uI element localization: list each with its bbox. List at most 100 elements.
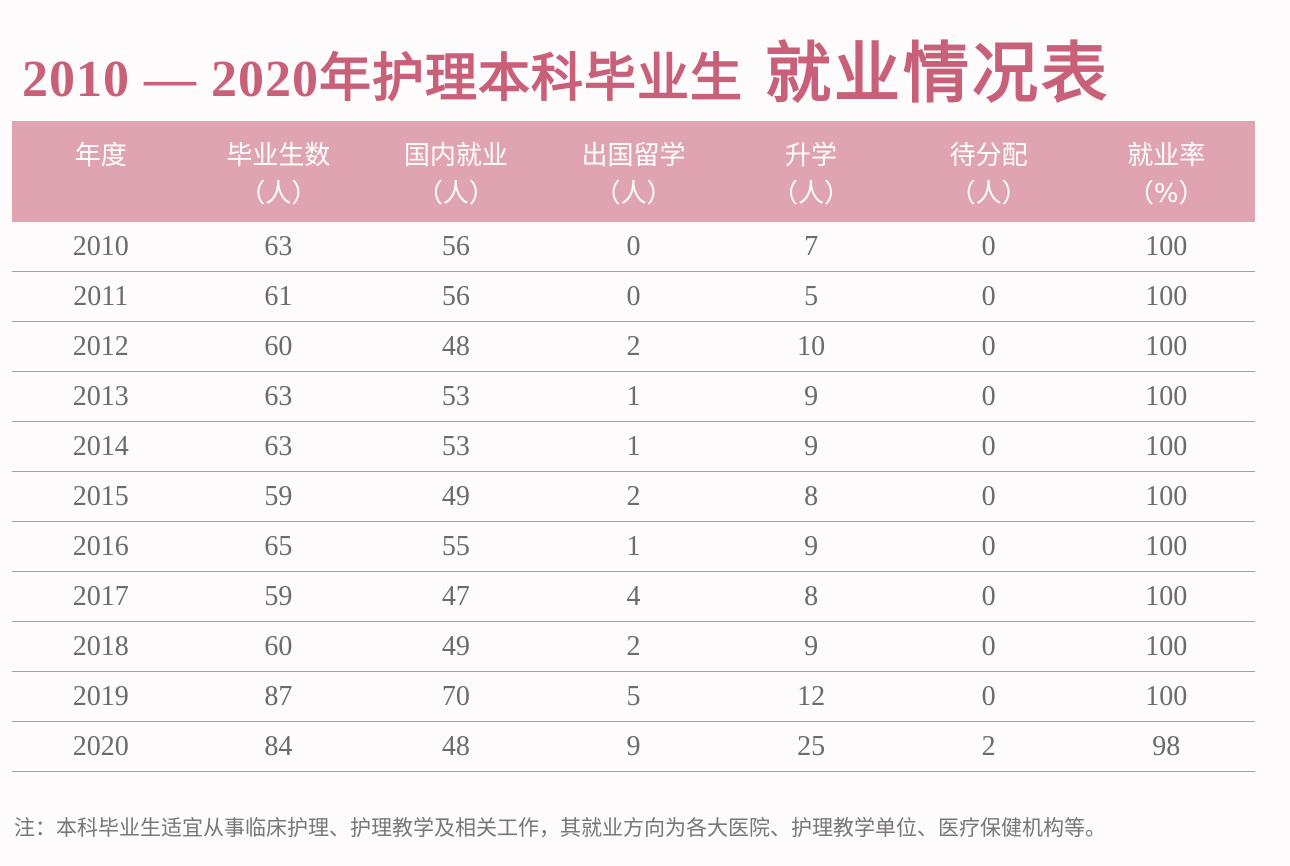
table-row: 2010 63 56 0 7 0 100 [12,222,1255,272]
column-header-label: 国内就业 [403,141,508,171]
table-header: 年度 毕业生数 （人） 国内就业 （人） 出国留学 （人） 升学 （人） 待分配… [12,121,1255,222]
table-cell: 1 [626,430,641,462]
table-cell: 8 [804,480,819,512]
table-cell: 84 [264,730,293,762]
table-row: 2020 84 48 9 25 2 98 [12,722,1255,772]
table-cell: 2020 [72,730,129,762]
table-cell: 2019 [72,680,129,712]
title-emphasis: 就业情况表 [765,38,1111,111]
table-row: 2018 60 49 2 9 0 100 [12,622,1255,672]
table-cell: 2 [626,480,641,512]
table-cell: 87 [264,680,293,712]
table-row: 2011 61 56 0 5 0 100 [12,272,1255,322]
column-header-unit: （人） [594,179,673,209]
table-cell: 2 [981,730,996,762]
table-cell: 0 [981,630,996,662]
table-cell: 49 [441,630,470,662]
table-cell: 0 [981,280,996,312]
table-cell: 5 [804,280,819,312]
table-cell: 61 [264,280,293,312]
table-cell: 2011 [73,280,129,312]
table-row: 2015 59 49 2 8 0 100 [12,472,1255,522]
table-cell: 7 [804,230,819,262]
table-cell: 1 [626,380,641,412]
table-cell: 59 [264,580,293,612]
table-cell: 0 [626,230,641,262]
table-cell: 100 [1145,280,1188,312]
table-cell: 0 [626,280,641,312]
column-header: 出国留学 （人） [545,121,723,222]
table-cell: 9 [804,380,819,412]
table-cell: 53 [441,430,470,462]
table-cell: 48 [441,330,470,362]
table-cell: 2 [626,630,641,662]
table-cell: 63 [264,430,293,462]
table-cell: 0 [981,680,996,712]
column-header-unit: （人） [949,179,1028,209]
table-cell: 60 [264,330,293,362]
table-cell: 100 [1145,480,1188,512]
table-cell: 56 [441,230,470,262]
table-cell: 2017 [72,580,129,612]
table-row: 2017 59 47 4 8 0 100 [12,572,1255,622]
table-row: 2013 63 53 1 9 0 100 [12,372,1255,422]
column-header: 年度 [12,121,190,222]
table-cell: 100 [1145,580,1188,612]
table-cell: 100 [1145,330,1188,362]
table-cell: 4 [626,580,641,612]
table-cell: 59 [264,480,293,512]
table-cell: 2 [626,330,641,362]
table-cell: 0 [981,480,996,512]
table-cell: 98 [1152,730,1181,762]
table-cell: 1 [626,530,641,562]
employment-table: 年度 毕业生数 （人） 国内就业 （人） 出国留学 （人） 升学 （人） 待分配… [12,121,1255,772]
table-cell: 10 [797,330,826,362]
table-cell: 100 [1145,530,1188,562]
column-header: 国内就业 （人） [367,121,545,222]
column-header-label: 毕业生数 [226,141,331,171]
column-header-unit: （人） [239,179,318,209]
table-cell: 100 [1145,680,1188,712]
table-cell: 0 [981,530,996,562]
column-header: 升学 （人） [722,121,900,222]
page-title: 2010 — 2020年护理本科毕业生 就业情况表 [22,20,1110,111]
table-cell: 0 [981,330,996,362]
table-cell: 0 [981,430,996,462]
table-cell: 2015 [72,480,129,512]
table-cell: 100 [1145,430,1188,462]
column-header-unit: （%） [1127,179,1205,209]
table-cell: 2014 [72,430,129,462]
table-cell: 8 [804,580,819,612]
column-header: 就业率 （%） [1077,121,1255,222]
table-cell: 0 [981,580,996,612]
title-main: 2010 — 2020年护理本科毕业生 [22,51,744,108]
table-cell: 0 [981,230,996,262]
table-cell: 9 [804,430,819,462]
table-cell: 25 [797,730,826,762]
table-cell: 65 [264,530,293,562]
table-cell: 100 [1145,380,1188,412]
table-cell: 100 [1145,630,1188,662]
column-header: 毕业生数 （人） [190,121,368,222]
table-cell: 2012 [72,330,129,362]
table-cell: 47 [441,580,470,612]
column-header-label: 出国留学 [581,141,686,171]
table-row: 2016 65 55 1 9 0 100 [12,522,1255,572]
table-cell: 0 [981,380,996,412]
table-cell: 9 [804,530,819,562]
table-body: 2010 63 56 0 7 0 100 2011 61 56 0 5 0 100 2012 60 48 2 10 0… [12,222,1255,772]
column-header-label: 就业率 [1127,141,1206,171]
table-cell: 2018 [72,630,129,662]
table-cell: 48 [441,730,470,762]
footnote: 注：本科毕业生适宜从事临床护理、护理教学及相关工作，其就业方向为各大医院、护理教… [14,816,1106,840]
table-cell: 2010 [72,230,129,262]
table-cell: 12 [797,680,826,712]
table-row: 2014 63 53 1 9 0 100 [12,422,1255,472]
table-cell: 53 [441,380,470,412]
table-cell: 63 [264,230,293,262]
column-header-label: 待分配 [949,141,1028,171]
table-cell: 56 [441,280,470,312]
table-cell: 55 [441,530,470,562]
table-cell: 9 [626,730,641,762]
column-header-label: 升学 [785,141,838,171]
